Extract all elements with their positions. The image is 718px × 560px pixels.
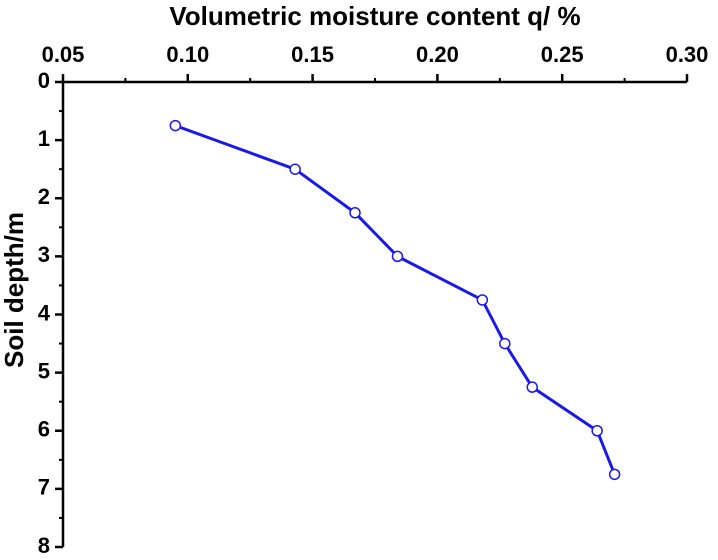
data-point [499, 337, 511, 350]
x-axis-label: Volumetric moisture content q/ % [169, 1, 580, 31]
y-tick-label: 6 [38, 417, 50, 442]
y-tick-label: 3 [38, 242, 50, 267]
y-tick-label: 1 [38, 126, 50, 151]
x-tick-label: 0.15 [291, 42, 334, 67]
data-point [289, 163, 301, 175]
y-axis-label: Soil depth/m [0, 212, 29, 368]
y-tick-label: 7 [38, 475, 50, 500]
y-tick-label: 0 [38, 68, 50, 93]
x-tick-label: 0.20 [416, 42, 459, 67]
y-tick-label: 5 [38, 358, 50, 383]
data-point [476, 294, 489, 306]
data-line [174, 124, 617, 475]
y-tick-label: 8 [38, 533, 50, 558]
data-point [591, 425, 603, 437]
data-point [349, 207, 361, 219]
x-tick-label: 0.05 [42, 42, 85, 67]
y-tick-label: 2 [38, 184, 50, 209]
x-tick-label: 0.30 [666, 42, 709, 67]
x-tick-label: 0.10 [166, 42, 209, 67]
x-tick-label: 0.25 [541, 42, 584, 67]
data-point [526, 381, 538, 393]
data-point [169, 119, 182, 132]
y-tick-label: 4 [38, 300, 51, 325]
data-point [391, 250, 404, 263]
data-point [608, 468, 621, 481]
